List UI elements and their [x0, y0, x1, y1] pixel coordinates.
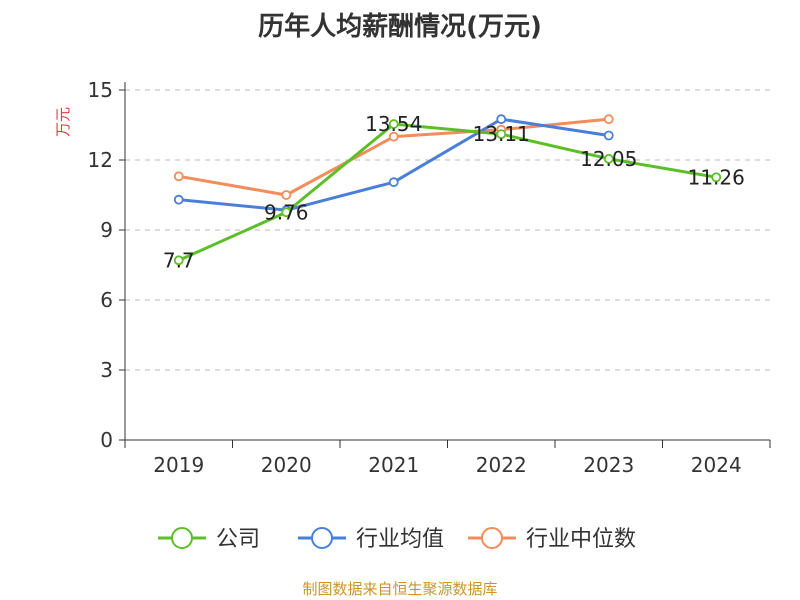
data-label: 11.26 [688, 165, 745, 189]
y-tick-label: 12 [88, 148, 113, 172]
series-marker [603, 130, 614, 141]
x-tick-label: 2024 [691, 453, 742, 477]
x-tick-label: 2023 [583, 453, 634, 477]
legend-marker-icon [171, 527, 193, 549]
y-tick-label: 9 [100, 218, 113, 242]
data-label: 13.11 [473, 122, 530, 146]
legend-label: 公司 [216, 527, 260, 552]
data-label: 13.54 [365, 112, 422, 136]
data-source-note: 制图数据来自恒生聚源数据库 [302, 580, 498, 598]
series-marker [496, 114, 507, 125]
legend-marker-icon [481, 527, 503, 549]
legend-label: 行业均值 [356, 527, 444, 552]
series-marker [388, 119, 399, 129]
data-label: 9.76 [264, 200, 309, 224]
series-marker [603, 153, 614, 164]
y-axis-title: 万元 [54, 107, 72, 137]
legend-marker-icon [311, 527, 333, 549]
legend-label: 行业中位数 [526, 527, 636, 552]
y-tick-label: 0 [100, 428, 113, 452]
y-tick-label: 15 [88, 78, 113, 102]
data-label: 7.7 [163, 248, 195, 272]
series-lines [173, 114, 722, 266]
series-marker [281, 190, 292, 200]
legend-item[interactable]: 行业均值 [298, 527, 444, 552]
x-tick-label: 2022 [476, 453, 527, 477]
legend-item[interactable]: 公司 [158, 527, 260, 552]
data-label: 12.05 [580, 147, 637, 171]
series-marker [173, 194, 184, 205]
y-tick-label: 6 [100, 288, 113, 312]
chart-title: 历年人均薪酬情况(万元) [258, 12, 542, 42]
gridlines [125, 89, 770, 371]
series-marker [388, 177, 399, 188]
series-marker [173, 255, 184, 266]
x-tick-label: 2020 [261, 453, 312, 477]
legend-item[interactable]: 行业中位数 [468, 527, 636, 552]
series-marker [496, 129, 507, 140]
x-tick-label: 2021 [368, 453, 419, 477]
series-marker [603, 114, 614, 125]
axes: 0 3 6 9 12 15 2019 2020 2021 2022 2023 2024 万元 [54, 78, 771, 477]
series-marker [711, 172, 722, 183]
data-labels: 7.7 9.76 13.54 13.11 12.05 11.26 [163, 112, 745, 272]
series-marker [281, 207, 292, 218]
series-line [178, 122, 717, 262]
series-marker [388, 131, 399, 142]
x-tick-label: 2019 [153, 453, 204, 477]
series-marker [173, 171, 184, 182]
y-tick-label: 3 [100, 358, 113, 382]
legend[interactable]: 公司 行业均值 行业中位数 [158, 527, 636, 552]
